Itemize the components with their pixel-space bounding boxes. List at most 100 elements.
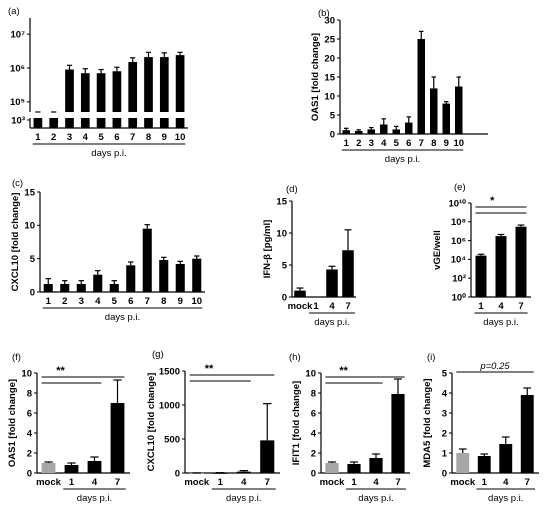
panel-label: (d) [286,184,298,195]
panel-label: (g) [152,349,164,360]
bar [159,260,169,292]
bar [110,403,125,473]
x-tick-label: 4 [329,301,335,312]
x-tick-label: 5 [112,296,118,307]
bar [192,258,202,292]
x-tick-label: 3 [79,296,84,307]
y-axis-label: CXCL10 [fold change] [146,373,157,472]
x-tick-label: 1 [478,301,484,312]
y-tick-label: 25 [324,34,335,45]
y-tick-label: 15 [276,196,287,207]
x-tick-label: 5 [98,132,104,143]
y-tick-label: 20 [324,53,335,64]
x-tick-label: mock [450,477,476,488]
x-tick-label: 2 [51,132,56,143]
bar [260,440,275,473]
x-tick-label: mock [184,477,210,488]
x-tick-label: 3 [369,138,374,149]
significance-label: ** [339,365,348,377]
panel-label: (a) [8,6,20,17]
x-tick-label: 4 [95,296,101,307]
panel-label: (c) [12,178,23,189]
panel-label: (i) [427,352,435,363]
x-tick-label: 2 [356,138,361,149]
bar [495,236,507,297]
x-tick-label: 4 [83,132,89,143]
bar [236,471,251,473]
significance-label: ** [205,363,214,375]
x-tick-label: 7 [518,301,523,312]
bar [442,103,450,134]
x-tick-label: 4 [241,477,247,488]
x-tick-label: 4 [498,301,504,312]
bar [477,456,491,473]
x-tick-label: 1 [69,477,75,488]
x-tick-label: 6 [128,296,133,307]
bar [144,57,153,112]
bar [355,130,363,134]
significance-label: * [490,195,495,207]
x-axis-label: days p.i. [488,493,523,504]
y-tick-label: 500 [164,434,180,445]
x-tick-label: 10 [175,132,186,143]
bar [65,69,74,112]
x-axis-label: days p.i. [483,317,518,328]
y-tick-label: 0 [175,468,180,479]
bar [455,86,463,134]
bar [159,118,169,128]
panel-label: (f) [12,352,21,363]
bar [475,255,487,297]
y-tick-label: 4 [442,388,448,399]
y-tick-label: 2 [27,448,32,459]
y-tick-label: 10⁴ [451,255,467,266]
y-tick-label: 4 [27,428,33,439]
x-tick-label: mock [36,477,62,488]
bar [144,118,153,128]
y-axis-label: OAS1 [fold change] [310,33,321,121]
y-tick-label: 10⁰ [452,292,467,303]
x-tick-label: 1 [482,477,488,488]
bar [342,130,350,134]
bar [96,118,106,128]
bar [520,395,534,473]
bar [126,265,136,292]
y-tick-label: 5 [330,110,336,121]
x-tick-label: 10 [453,138,464,149]
bar [175,264,185,292]
x-tick-label: 7 [395,477,400,488]
bar [417,39,425,134]
x-tick-label: mock [288,301,314,312]
y-tick-label: 10¹⁰ [448,198,466,209]
bar [294,290,306,297]
panel-label: (e) [454,182,466,193]
bar [43,284,53,292]
x-tick-label: 1 [35,132,41,143]
bar [499,444,513,473]
y-tick-label: 15 [324,72,335,83]
bar [33,118,43,128]
bar [128,62,138,112]
y-tick-label: 4 [311,428,317,439]
y-axis-label: MDA5 [fold change] [422,378,433,467]
y-tick-label: 6 [311,408,316,419]
y-tick-label: 5 [282,260,288,271]
bar [112,71,122,112]
x-axis-label: days p.i. [105,312,140,323]
significance-label: p=0.25 [479,361,510,372]
bar [60,284,70,292]
bar [159,57,169,112]
x-tick-label: 10 [191,296,202,307]
x-tick-label: 8 [146,132,151,143]
x-axis-label: days p.i. [91,148,126,159]
y-axis-label: vGE/well [432,230,443,270]
y-tick-label: 10⁵ [10,97,25,108]
x-tick-label: 8 [161,296,166,307]
y-tick-label: 10⁸ [451,217,466,228]
chart-panel-4: (d) 0 5 10 15 mock 1 4 7 days p.i. IFN-β [pg/ml] [262,184,356,328]
y-tick-label: 0 [282,292,287,303]
y-axis-label: OAS1 [fold change] [7,379,18,467]
